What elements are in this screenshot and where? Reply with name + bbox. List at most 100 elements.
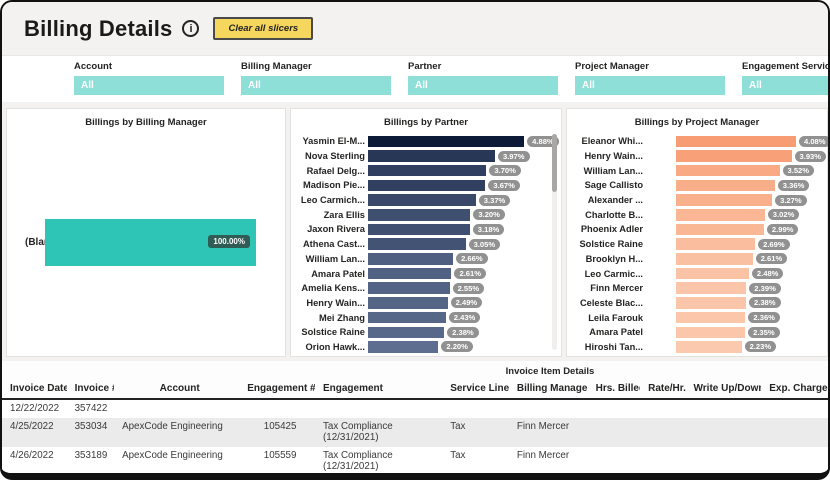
column-header-exp-charges[interactable]: Exp. Charges <box>761 380 828 400</box>
category-label: (Blank) <box>25 237 59 248</box>
bar-zara-ellis[interactable] <box>367 209 471 221</box>
cell-exp-charges <box>761 418 828 447</box>
data-label: 2.55% <box>452 282 485 294</box>
data-label: 2.61% <box>454 268 487 280</box>
bar-solstice-raine[interactable] <box>676 238 756 250</box>
bar-solstice-raine[interactable] <box>367 326 445 339</box>
bar-madison-pie[interactable] <box>367 179 486 192</box>
bar-row: Finn Mercer 2.39% <box>571 281 827 296</box>
data-label: 3.70% <box>489 165 521 177</box>
category-label: Nova Sterling <box>305 151 365 162</box>
data-label: 2.36% <box>748 312 780 324</box>
bar-row: Leo Carmich... 3.37% <box>295 193 561 208</box>
bar-row: Alexander ... 3.27% <box>571 193 827 208</box>
bar-amelia-kens[interactable] <box>367 282 450 294</box>
bar-row: Orion Hawk... 2.20% <box>295 340 561 355</box>
category-label: Henry Wain... <box>306 297 365 308</box>
bar-finn-mercer[interactable] <box>676 282 747 294</box>
data-label: 2.23% <box>744 341 777 353</box>
slicer-dropdown[interactable]: All <box>742 76 828 95</box>
category-label: William Lan... <box>305 253 365 264</box>
bar-mei-zhang[interactable] <box>367 311 446 324</box>
slicer-dropdown[interactable]: All <box>241 76 391 95</box>
data-label: 2.38% <box>447 326 479 338</box>
bar-yasmin-el-m[interactable] <box>367 135 525 148</box>
cell-account: ApexCode Engineering <box>114 418 240 447</box>
column-header-billing-manager[interactable]: Billing Manager <box>508 380 588 400</box>
column-header-account[interactable]: Account <box>114 380 240 400</box>
cell-account: ApexCode Engineering <box>114 447 240 473</box>
bar-amara-patel[interactable] <box>367 267 452 280</box>
bar-row: Madison Pie... 3.67% <box>295 178 561 193</box>
scrollbar[interactable] <box>552 134 557 350</box>
slicer-account: Account All <box>74 61 224 102</box>
bar-eleanor-whi[interactable] <box>676 135 796 148</box>
slicer-dropdown[interactable]: All <box>408 76 558 95</box>
column-header-engagement[interactable]: Engagement # <box>239 380 315 400</box>
bar-jaxon-rivera[interactable] <box>367 223 470 236</box>
bar-charlotte-b[interactable] <box>676 209 765 221</box>
bar-row: Sage Callisto 3.36% <box>571 178 827 193</box>
bar-row: Celeste Blac... 2.38% <box>571 296 827 311</box>
slicer-engagement-service-l: Engagement Service L All <box>742 61 828 102</box>
category-label: Jaxon Rivera <box>307 224 365 235</box>
cell-rate-hr <box>640 447 686 473</box>
bar-rafael-delg[interactable] <box>367 164 487 177</box>
slicer-dropdown[interactable]: All <box>74 76 224 95</box>
bar-william-lan[interactable] <box>676 164 780 177</box>
category-label: Brooklyn H... <box>585 253 643 264</box>
data-label: 4.08% <box>799 135 828 147</box>
slicer-selected-value: All <box>749 80 762 91</box>
category-label: Solstice Raine <box>579 239 643 250</box>
scrollbar-thumb[interactable] <box>552 134 557 192</box>
bar-leila-farouk[interactable] <box>676 311 746 324</box>
bar-blank[interactable]: 100.00% <box>45 219 256 266</box>
cell-hrs-billed <box>587 447 641 473</box>
column-header-invoice[interactable]: Invoice # <box>66 380 115 400</box>
invoice-item-details-table: Invoice Date Invoice # Account Engagement #… <box>2 380 828 473</box>
bar-leo-carmich[interactable] <box>367 194 476 206</box>
bar-sage-callisto[interactable] <box>676 179 775 192</box>
bar-alexander[interactable] <box>676 194 773 206</box>
bar-row: Solstice Raine 2.69% <box>571 237 827 252</box>
clear-all-slicers-button[interactable]: Clear all slicers <box>213 17 314 40</box>
cell-invoice-date: 4/25/2022 <box>2 418 67 447</box>
data-label: 100.00% <box>208 235 250 248</box>
column-header-rate-hr[interactable]: Rate/Hr. <box>640 380 686 400</box>
bar-row: Zara Ellis 3.20% <box>295 207 561 222</box>
bar-list: Eleanor Whi... 4.08% Henry Wain... 3.93% Wil… <box>567 134 828 354</box>
category-label: Rafael Delg... <box>306 165 365 176</box>
column-header-engagement[interactable]: Engagement <box>314 380 443 400</box>
data-label: 3.36% <box>777 179 810 191</box>
bar-amara-patel[interactable] <box>676 326 746 339</box>
bar-row: Leo Carmic... 2.48% <box>571 266 827 281</box>
bar-william-lan[interactable] <box>367 253 454 265</box>
bar-row: Eleanor Whi... 4.08% <box>571 134 828 149</box>
slicer-label: Billing Manager <box>241 61 312 72</box>
column-header-write-up-down[interactable]: Write Up/Down <box>685 380 762 400</box>
category-label: Leo Carmic... <box>584 268 643 279</box>
column-header-invoice-date[interactable]: Invoice Date <box>2 380 67 400</box>
bar-athena-cast[interactable] <box>367 238 466 250</box>
bar-hiroshi-tan[interactable] <box>676 341 742 353</box>
bar-phoenix-adler[interactable] <box>676 223 764 236</box>
cell-invoice: 353189 <box>66 447 115 473</box>
column-header-service-line[interactable]: Service Line <box>442 380 509 400</box>
cell-rate-hr <box>640 399 686 418</box>
info-icon[interactable]: i <box>182 20 200 37</box>
cell-engagement <box>314 399 443 418</box>
data-label: 3.05% <box>468 238 501 250</box>
column-header-hrs-billed[interactable]: Hrs. Billed <box>587 380 641 400</box>
bar-leo-carmic[interactable] <box>676 267 749 280</box>
category-label: William Lan... <box>583 165 643 176</box>
bar-celeste-blac[interactable] <box>676 297 746 309</box>
bar-nova-sterling[interactable] <box>367 150 495 162</box>
cell-billing-manager: Finn Mercer <box>508 447 588 473</box>
bar-henry-wain[interactable] <box>676 150 792 162</box>
bar-orion-hawk[interactable] <box>367 341 439 353</box>
bar-henry-wain[interactable] <box>367 297 448 309</box>
slicer-dropdown[interactable]: All <box>575 76 725 95</box>
slicer-label: Partner <box>408 61 442 72</box>
cell-billing-manager <box>508 399 588 418</box>
bar-brooklyn-h[interactable] <box>676 253 753 265</box>
